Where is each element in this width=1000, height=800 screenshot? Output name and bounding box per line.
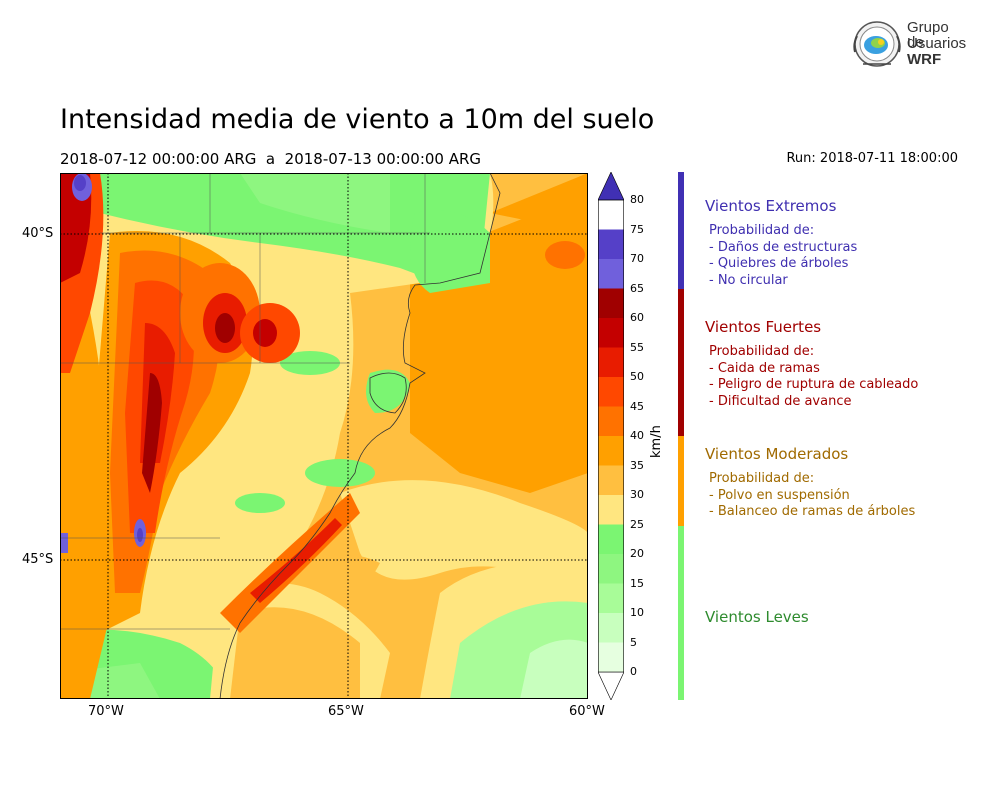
colorbar-band [598,642,624,672]
legend-extremos-prob: Probabilidad de: [709,223,815,238]
lat-label-45s: 45°S [22,552,54,567]
colorbar-tick-label: 35 [630,458,644,472]
colorbar-band [598,377,624,407]
legend-fuertes-desc: Probabilidad de: - Caida de ramas - Peli… [709,344,918,410]
colorbar-band [598,406,624,436]
legend-leves-title: Vientos Leves [705,608,809,626]
legend-bar-leves [678,526,684,700]
legend-bar-fuertes [678,289,684,436]
legend-extremos-desc: Probabilidad de: - Daños de estructuras … [709,223,857,289]
colorbar-tick-label: 60 [630,311,644,324]
colorbar-band [598,583,624,613]
colorbar-tick-label: 0 [630,665,637,678]
colorbar-tick-label: 25 [630,517,644,531]
colorbar-band [598,613,624,643]
run-time: Run: 2018-07-11 18:00:00 [786,151,958,166]
colorbar-tick-label: 20 [630,547,644,560]
colorbar-tick-label: 70 [630,252,644,265]
colorbar-tick-label: 15 [630,576,644,590]
wind-map [60,172,588,700]
legend-extremos-item: - Quiebres de árboles [709,256,849,271]
colorbar-band [598,436,624,466]
legend-fuertes-item: - Caida de ramas [709,360,820,376]
map-title: Intensidad media de viento a 10m del sue… [60,104,655,135]
colorbar-band [598,229,624,259]
colorbar-tick-label: 30 [630,488,644,501]
colorbar-scale [597,171,625,701]
lon-label-70w: 70°W [88,704,124,719]
logo-emblem-icon [853,21,901,67]
colorbar-tick-label: 80 [630,193,644,206]
colorbar-band [598,524,624,554]
colorbar-unit: km/h [649,425,664,458]
forecast-period: 2018-07-12 00:00:00 ARG a 2018-07-13 00:… [60,150,482,168]
legend-extremos-title: Vientos Extremos [705,197,837,215]
legend-moderados-desc: Probabilidad de: - Polvo en suspensión -… [709,471,915,521]
legend-bar-extremos [678,172,684,289]
colorbar-band [598,495,624,525]
legend-moderados-prob: Probabilidad de: [709,471,815,486]
colorbar-band [598,347,624,377]
lat-label-40s: 40°S [22,226,54,241]
legend-moderados-item: - Balanceo de ramas de árboles [709,504,916,519]
colorbar-band [598,318,624,348]
colorbar-extend-min [597,671,625,701]
legend-fuertes-title: Vientos Fuertes [705,318,822,336]
legend-fuertes-item: - Peligro de ruptura de cableado [709,377,919,392]
legend-extremos-item: - No circular [709,272,788,288]
colorbar-tick-label: 45 [630,399,644,413]
logo: Grupo de Usuarios WRF [849,18,969,70]
colorbar-band [598,288,624,318]
logo-line-2: Usuarios [907,35,967,52]
colorbar-tick-label: 50 [630,370,644,383]
legend-moderados-item: - Polvo en suspensión [709,487,850,503]
colorbar-tick-label: 75 [630,222,644,236]
logo-line-3: WRF [907,51,942,68]
logo-line-1: Grupo de [907,19,949,51]
legend-extremos-item: - Daños de estructuras [709,239,858,255]
colorbar-tick-label: 55 [630,340,644,354]
legend-bar [678,172,684,700]
colorbar-tick-label: 10 [630,606,644,619]
wind-map-canvas [60,172,588,700]
colorbar [597,171,625,701]
legend-fuertes-item: - Dificultad de avance [709,393,852,409]
colorbar-extend-max [597,171,625,201]
legend-moderados-title: Vientos Moderados [705,445,849,463]
colorbar-tick-label: 5 [630,635,637,649]
legend-fuertes-prob: Probabilidad de: [709,344,815,359]
lon-label-65w: 65°W [328,704,364,719]
legend-bar-moderados [678,436,684,526]
colorbar-tick-label: 40 [630,429,644,442]
colorbar-tick-label: 65 [630,281,644,295]
colorbar-frame [598,199,624,673]
colorbar-band [598,465,624,495]
lon-label-60w: 60°W [569,704,605,719]
colorbar-band [598,259,624,289]
colorbar-band [598,554,624,584]
